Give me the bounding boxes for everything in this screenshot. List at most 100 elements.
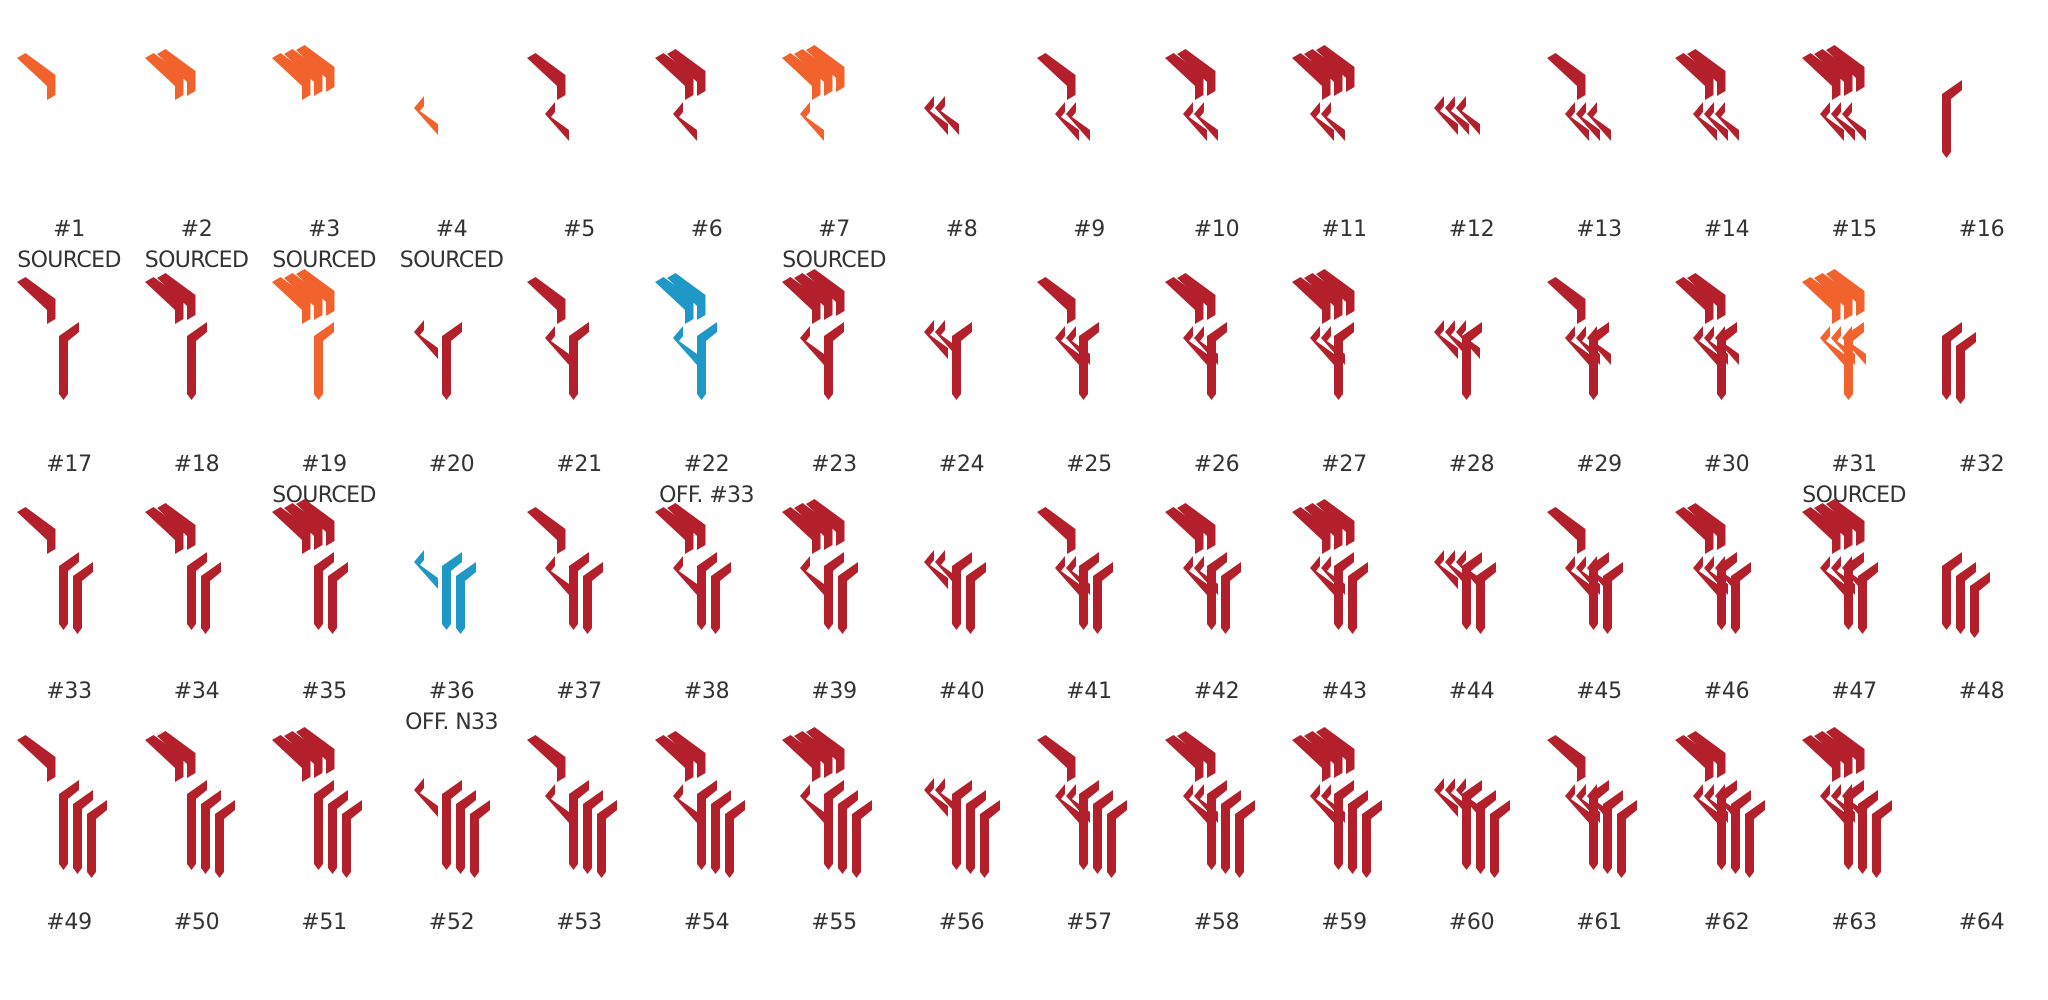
glyph-cell: #35 bbox=[260, 0, 388, 1000]
glyph-number-label: #9 bbox=[1073, 217, 1105, 242]
glyph-mark bbox=[272, 45, 335, 100]
chevron-stroke bbox=[782, 735, 821, 782]
hook-stroke bbox=[413, 778, 438, 817]
chevron-stroke bbox=[666, 273, 705, 320]
glyph-cell: #53 bbox=[515, 0, 643, 1000]
chevron-stroke bbox=[1826, 269, 1865, 316]
hook-stroke bbox=[1321, 102, 1345, 141]
glyph-cell: #49 bbox=[5, 0, 133, 1000]
stem-stroke bbox=[314, 780, 334, 870]
hook-stroke bbox=[1433, 96, 1458, 135]
glyph-number-label: #51 bbox=[301, 910, 347, 935]
hook-stroke bbox=[923, 778, 948, 817]
glyph-status-note: SOURCED bbox=[1802, 483, 1906, 508]
chevron-stroke bbox=[272, 507, 311, 554]
glyph-cell: #8 bbox=[898, 0, 1026, 1000]
hook-stroke bbox=[923, 96, 948, 135]
glyph-mark bbox=[1164, 503, 1241, 634]
stem-stroke bbox=[696, 552, 717, 630]
stem-stroke bbox=[441, 780, 462, 870]
chevron-stroke bbox=[527, 735, 566, 782]
glyph-cell: #38 bbox=[643, 0, 771, 1000]
chevron-stroke bbox=[666, 503, 705, 550]
stem-stroke bbox=[597, 800, 617, 878]
chevron-stroke bbox=[794, 273, 833, 320]
glyph-cell: #54 bbox=[643, 0, 771, 1000]
glyph-cell: #7 SOURCED bbox=[770, 0, 898, 1000]
glyph-number-label: #16 bbox=[1958, 217, 2005, 242]
chevron-stroke bbox=[666, 731, 705, 778]
chevron-stroke bbox=[1826, 45, 1865, 92]
glyph-number-label: #2 bbox=[180, 217, 213, 242]
stem-stroke bbox=[1969, 572, 1990, 638]
glyph-number-label: #18 bbox=[173, 452, 220, 477]
glyph-cell: #12 bbox=[1408, 0, 1536, 1000]
glyph-number-label: #4 bbox=[435, 217, 468, 242]
glyph-number-label: #64 bbox=[1958, 910, 2005, 935]
glyph-mark bbox=[1433, 320, 1482, 400]
chevron-stroke bbox=[1316, 499, 1355, 546]
chevron-stroke bbox=[1814, 273, 1853, 320]
glyph-cell: #30 bbox=[1663, 0, 1791, 1000]
glyph-cell: #57 bbox=[1025, 0, 1153, 1000]
chevron-stroke bbox=[794, 49, 833, 96]
stem-stroke bbox=[710, 562, 731, 634]
glyph-cell: #40 bbox=[898, 0, 1026, 1000]
chevron-stroke bbox=[156, 503, 195, 550]
stem-stroke bbox=[1234, 800, 1255, 878]
glyph-number-label: #34 bbox=[173, 679, 220, 704]
stem-stroke bbox=[724, 800, 745, 878]
glyph-number-label: #20 bbox=[428, 452, 475, 477]
stem-stroke bbox=[1589, 322, 1609, 400]
glyph-mark bbox=[1802, 499, 1878, 634]
hook-stroke bbox=[923, 550, 948, 589]
chevron-stroke bbox=[1292, 735, 1331, 782]
hook-stroke bbox=[1182, 784, 1207, 823]
glyph-number-label: #39 bbox=[811, 679, 857, 704]
stem-stroke bbox=[1489, 800, 1510, 878]
glyph-cell: #20 bbox=[388, 0, 516, 1000]
hook-stroke bbox=[1576, 102, 1600, 141]
glyph-cell: #29 bbox=[1535, 0, 1663, 1000]
stem-stroke bbox=[1844, 780, 1864, 870]
glyph-cell: #39 bbox=[770, 0, 898, 1000]
chevron-stroke bbox=[1292, 277, 1331, 324]
glyph-mark bbox=[1292, 45, 1355, 141]
stem-stroke bbox=[1107, 800, 1127, 878]
glyph-cell: #47 bbox=[1790, 0, 1918, 1000]
chevron-stroke bbox=[527, 507, 566, 554]
stem-stroke bbox=[1334, 780, 1354, 870]
hook-stroke bbox=[545, 102, 569, 141]
glyph-number-label: #35 bbox=[301, 679, 347, 704]
glyph-status-note: SOURCED bbox=[17, 248, 121, 273]
glyph-cell: #28 bbox=[1408, 0, 1536, 1000]
hook-stroke bbox=[1182, 556, 1207, 595]
stem-stroke bbox=[1206, 552, 1227, 630]
glyph-cell: #26 bbox=[1153, 0, 1281, 1000]
glyph-number-label: #62 bbox=[1703, 910, 1750, 935]
glyph-number-label: #40 bbox=[938, 679, 985, 704]
glyph-mark bbox=[1547, 277, 1611, 400]
glyph-cell: #36 OFF. N33 bbox=[388, 0, 516, 1000]
glyph-mark bbox=[782, 45, 845, 141]
glyph-number-label: #58 bbox=[1193, 910, 1240, 935]
stem-stroke bbox=[186, 322, 207, 400]
glyph-status-note: OFF. N33 bbox=[405, 710, 498, 735]
chevron-stroke bbox=[284, 49, 323, 96]
glyph-cell: #44 bbox=[1408, 0, 1536, 1000]
glyph-mark bbox=[1292, 727, 1382, 878]
chevron-stroke bbox=[654, 53, 693, 100]
glyph-number-label: #10 bbox=[1193, 217, 1240, 242]
chevron-stroke bbox=[17, 277, 56, 324]
stem-stroke bbox=[1858, 562, 1878, 634]
chevron-stroke bbox=[156, 731, 195, 778]
glyph-number-label: #5 bbox=[563, 217, 595, 242]
hook-stroke bbox=[545, 326, 569, 365]
glyph-cell: #43 bbox=[1280, 0, 1408, 1000]
chevron-stroke bbox=[1802, 277, 1841, 324]
glyph-number-label: #63 bbox=[1831, 910, 1877, 935]
glyph-cell: #13 bbox=[1535, 0, 1663, 1000]
glyph-cell: #59 bbox=[1280, 0, 1408, 1000]
chevron-stroke bbox=[1164, 277, 1203, 324]
glyph-number-label: #50 bbox=[173, 910, 220, 935]
